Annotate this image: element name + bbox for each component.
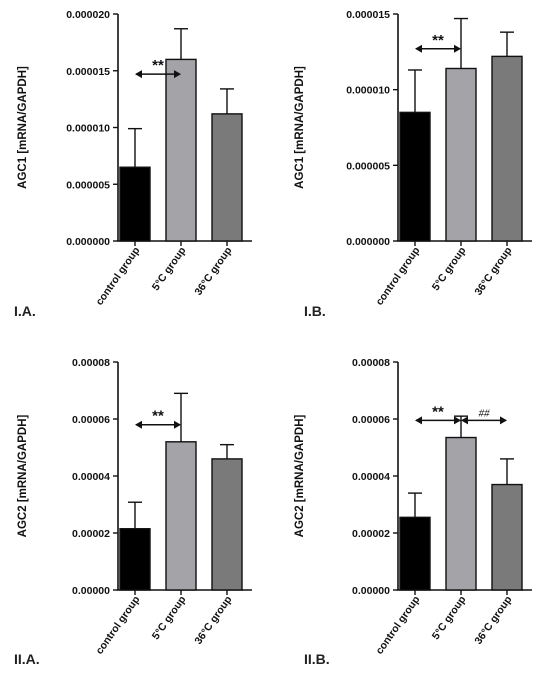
- significance-label: **: [432, 403, 444, 420]
- arrow-head-left: [135, 420, 142, 429]
- arrow-head-left: [135, 70, 142, 79]
- y-tick-label: 0.00002: [72, 528, 110, 540]
- chart-panel-II-A: 0.00000 0.00002 0.00004 0.00006 0.00008 AGC2 …: [14, 357, 252, 667]
- x-category-label: control group: [93, 594, 142, 657]
- x-category-label: 36°C group: [472, 245, 514, 298]
- arrow-head-right: [174, 70, 181, 79]
- x-category-label: 5°C group: [430, 594, 469, 642]
- arrow-head-right: [174, 420, 181, 429]
- significance-label: **: [152, 57, 164, 74]
- bar-control: [399, 111, 431, 242]
- y-tick-label: 0.000000: [66, 236, 110, 248]
- x-category-label: control group: [93, 245, 142, 308]
- bar-5c: [165, 58, 197, 242]
- x-category-label: 5°C group: [430, 245, 469, 293]
- panel-label: II.B.: [304, 651, 330, 667]
- y-tick-label: 0.00008: [72, 357, 110, 369]
- y-tick-label: 0.00002: [352, 528, 390, 540]
- y-tick-label: 0.00000: [352, 585, 390, 597]
- y-tick-label: 0.000015: [346, 9, 390, 21]
- y-tick-label: 0.000010: [66, 123, 110, 135]
- panel-label: I.A.: [14, 303, 36, 319]
- x-category-label: 5°C group: [150, 245, 189, 293]
- y-tick-label: 0.000005: [66, 179, 110, 191]
- y-tick-label: 0.000005: [346, 160, 390, 172]
- x-category-label: control group: [373, 245, 422, 308]
- significance-label: **: [152, 408, 164, 425]
- y-tick-label: 0.00000: [72, 585, 110, 597]
- y-tick-label: 0.000020: [66, 9, 110, 21]
- y-axis-title: AGC2 [mRNA/GAPDH]: [17, 414, 29, 537]
- bar-control: [119, 166, 151, 242]
- chart-panel-I-A: 0.000000 0.000005 0.000010 0.000015 0.000020…: [14, 9, 252, 319]
- bar-5c: [165, 441, 197, 591]
- bar-control: [119, 528, 151, 591]
- y-tick-label: 0.00006: [72, 414, 110, 426]
- bar-36c: [211, 458, 243, 591]
- arrow-head-left: [415, 416, 422, 425]
- x-category-label: 36°C group: [192, 245, 234, 298]
- bar-36c: [211, 113, 243, 242]
- arrow-head-left: [461, 416, 468, 425]
- bar-control: [399, 516, 431, 591]
- chart-panel-II-B: 0.00000 0.00002 0.00004 0.00006 0.00008 AGC2 …: [294, 357, 532, 667]
- bar-5c: [445, 436, 477, 591]
- y-tick-label: 0.00004: [352, 471, 390, 483]
- x-category-label: 36°C group: [192, 594, 234, 647]
- arrow-head-right: [454, 416, 461, 425]
- arrow-head-left: [415, 44, 422, 53]
- y-axis-title: AGC2 [mRNA/GAPDH]: [294, 414, 306, 537]
- panel-label: I.B.: [304, 303, 326, 319]
- y-axis-title: AGC1 [mRNA/GAPDH]: [17, 66, 29, 189]
- x-category-label: control group: [373, 594, 422, 657]
- x-category-label: 5°C group: [150, 594, 189, 642]
- y-tick-label: 0.00006: [352, 414, 390, 426]
- arrow-head-right: [500, 416, 507, 425]
- bar-36c: [491, 483, 523, 591]
- chart-panel-I-B: 0.000000 0.000005 0.000010 0.000015 AGC1 [mR…: [294, 9, 532, 319]
- significance-label: ##: [479, 407, 491, 419]
- arrow-head-right: [454, 44, 461, 53]
- x-category-label: 36°C group: [472, 594, 514, 647]
- y-tick-label: 0.000010: [346, 85, 390, 97]
- significance-label: **: [432, 32, 444, 49]
- y-tick-label: 0.00004: [72, 471, 110, 483]
- bar-36c: [491, 55, 523, 242]
- y-axis-title: AGC1 [mRNA/GAPDH]: [294, 66, 306, 189]
- y-tick-label: 0.00008: [352, 357, 390, 369]
- y-tick-label: 0.000000: [346, 236, 390, 248]
- bar-5c: [445, 67, 477, 242]
- y-tick-label: 0.000015: [66, 66, 110, 78]
- panel-label: II.A.: [14, 651, 40, 667]
